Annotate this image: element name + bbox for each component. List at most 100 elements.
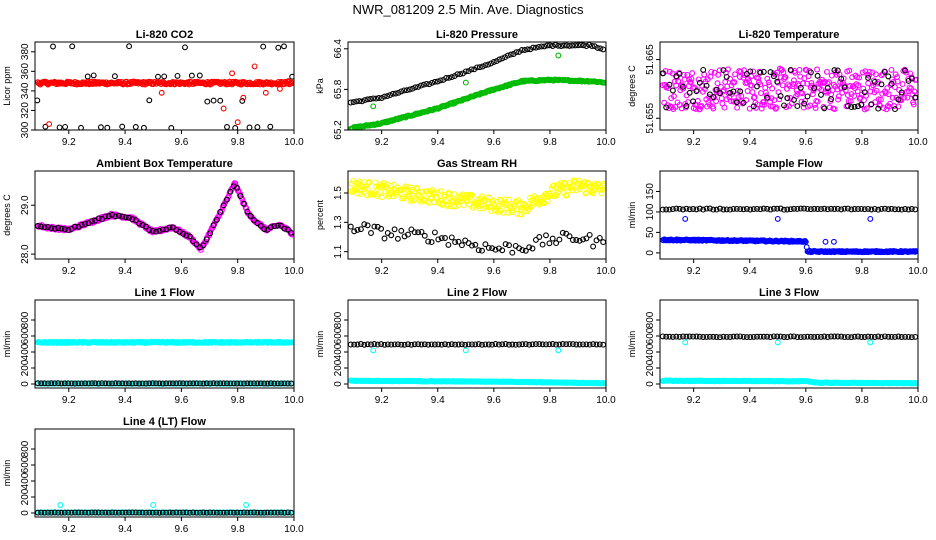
data-point-black: [69, 43, 76, 50]
data-point-black: [210, 509, 217, 516]
data-point-yellow: [506, 196, 512, 203]
data-point-black: [750, 333, 757, 340]
y-tick-label: 66.4: [333, 39, 344, 59]
x-tick-label: 9.4: [431, 266, 445, 277]
x-tick-label: 9.8: [855, 137, 869, 148]
data-point-black: [855, 333, 861, 340]
data-point-black: [496, 56, 503, 63]
data-point-black: [278, 380, 285, 387]
data-point-black: [435, 236, 442, 243]
data-point-black: [99, 380, 105, 387]
data-point-black: [824, 85, 831, 91]
data-point-black: [251, 217, 257, 224]
x-tick-label: 9.8: [231, 395, 245, 406]
data-point-black: [797, 205, 804, 212]
data-point-black: [577, 42, 584, 48]
x-tick-label: 9.6: [487, 395, 501, 406]
data-point-yellow: [590, 187, 597, 194]
data-point-black: [115, 380, 122, 387]
data-point-black: [267, 123, 274, 130]
data-point-black: [878, 81, 885, 88]
data-point-black: [55, 225, 62, 231]
data-point-cyan: [289, 339, 294, 346]
data-point-black: [359, 98, 365, 105]
data-point-black: [676, 333, 683, 340]
data-point-black: [384, 93, 391, 100]
data-point-magenta: [751, 94, 758, 101]
data-point-black: [566, 341, 573, 348]
x-tick-label: 9.6: [174, 524, 188, 535]
data-point-black: [485, 61, 492, 68]
data-point-magenta: [681, 76, 688, 83]
data-point-yellow: [372, 179, 379, 186]
data-point-magenta: [692, 105, 699, 112]
data-point-black: [807, 69, 814, 76]
data-point-black: [247, 380, 254, 387]
data-point-black: [431, 341, 438, 348]
data-point-black: [757, 333, 764, 340]
data-point-black: [401, 341, 408, 348]
data-point-black: [220, 509, 227, 516]
data-point-magenta: [708, 68, 715, 75]
data-point-black: [831, 67, 838, 74]
data-point-black: [593, 341, 600, 348]
data-point-black: [415, 341, 422, 348]
data-point-black: [908, 75, 915, 82]
data-point-black: [506, 341, 512, 348]
data-point-black: [155, 73, 161, 80]
data-point-black: [105, 509, 112, 516]
data-point-black: [760, 333, 767, 340]
data-point-black: [844, 333, 851, 340]
data-point-black: [58, 509, 65, 516]
data-point-magenta: [737, 68, 744, 75]
data-point-black: [431, 78, 438, 85]
data-point-black: [488, 60, 494, 67]
data-point-black: [207, 509, 214, 516]
data-point-black: [797, 334, 804, 341]
data-point-black: [129, 216, 136, 223]
data-point-black: [727, 206, 734, 213]
data-point-black: [794, 205, 801, 212]
data-point-black: [888, 333, 895, 340]
x-tick-label: 9.6: [174, 266, 188, 277]
data-point-black: [45, 224, 51, 230]
y-axis-label: ml/min: [627, 202, 637, 229]
data-point-black: [851, 206, 858, 212]
data-point-magenta: [866, 68, 873, 75]
data-point-black: [443, 75, 450, 81]
data-point-magenta: [802, 97, 809, 104]
data-point-black: [723, 333, 730, 340]
data-point-black: [482, 241, 489, 248]
data-point-black: [881, 333, 888, 340]
data-point-black: [353, 98, 360, 105]
data-point-black: [821, 205, 828, 212]
data-point-black: [596, 234, 603, 241]
data-point-black: [522, 247, 529, 254]
data-point-magenta: [799, 90, 806, 97]
data-point-black: [261, 226, 268, 233]
data-point-black: [408, 341, 415, 348]
data-point-magenta: [904, 94, 911, 101]
plot-frame: [347, 299, 607, 389]
data-point-black: [549, 235, 556, 242]
data-point-black: [68, 380, 75, 387]
data-point-black: [683, 103, 690, 109]
data-point-magenta: [876, 102, 883, 108]
data-point-magenta: [758, 90, 764, 97]
data-point-black: [522, 341, 529, 348]
data-point-magenta: [808, 80, 815, 86]
y-tick-label: 29.0: [20, 195, 31, 215]
data-point-black: [781, 102, 787, 109]
chart-panel: Gas Stream RH 9.2 9.4 9.6 9.8 10.0 1.1 1.3 1.5 pe…: [315, 158, 616, 277]
data-point-black: [180, 380, 187, 387]
data-point-magenta: [911, 88, 918, 95]
data-point-black: [136, 380, 143, 387]
data-point-magenta: [875, 96, 882, 103]
panel-title: Line 1 Flow: [135, 287, 195, 299]
y-tick-label: 380: [20, 43, 31, 60]
data-point-magenta: [761, 101, 768, 108]
data-point-black: [559, 341, 566, 347]
data-point-black: [710, 333, 717, 340]
data-point-yellow: [447, 203, 454, 210]
x-tick-label: 9.2: [62, 137, 76, 148]
